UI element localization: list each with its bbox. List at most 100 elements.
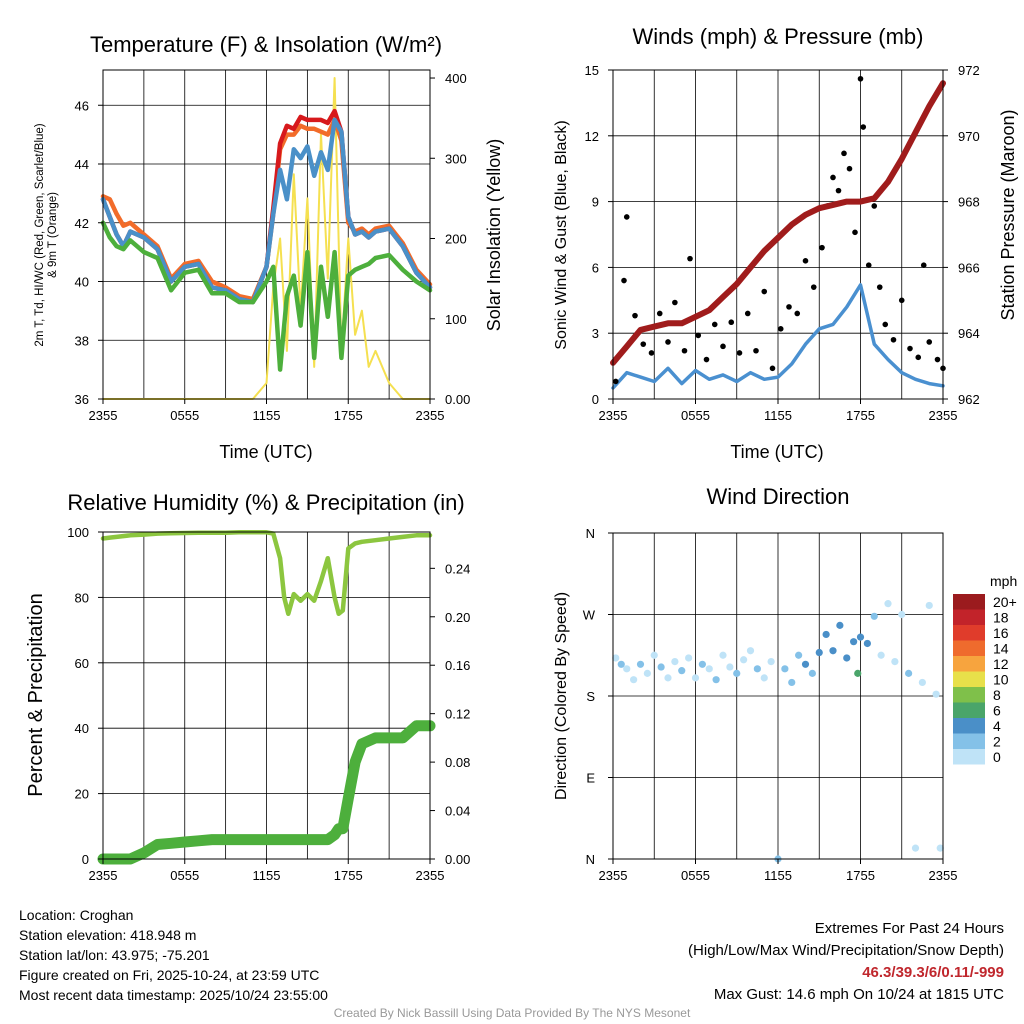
x-tick-label: 1755	[846, 868, 875, 883]
y-tick-label: 20	[75, 787, 89, 802]
legend-label: 18	[993, 609, 1009, 625]
legend-label: 6	[993, 702, 1001, 718]
y2-tick-label: 0.12	[445, 707, 470, 722]
gust-point	[711, 321, 718, 328]
humidity-ylabel-left: Percent & Precipitation	[25, 593, 47, 796]
x-tick-label: 1755	[334, 408, 363, 423]
x-tick-label: 2355	[929, 408, 958, 423]
y-tick-label: N	[586, 526, 595, 541]
wind-direction-point	[712, 676, 720, 684]
y-tick-label: 15	[585, 63, 599, 78]
gust-point	[687, 255, 693, 262]
y-tick-label: 42	[75, 216, 89, 231]
gust-point	[640, 341, 647, 347]
extremes-block: Extremes For Past 24 Hours (High/Low/Max…	[688, 918, 1004, 1006]
humidity-chart-title: Relative Humidity (%) & Precipitation (i…	[67, 490, 464, 515]
wind-direction-point	[760, 674, 768, 682]
wind-direction-ylabel: Direction (Colored By Speed)	[553, 592, 570, 800]
legend-title: mph	[990, 573, 1017, 589]
gust-point	[871, 203, 878, 209]
gust-point	[934, 356, 941, 363]
wind-ylabel-left: Sonic Wind & Gust (Blue, Black)	[553, 120, 570, 349]
wind-direction-point	[801, 660, 810, 668]
gust-point	[681, 347, 688, 354]
wind-direction-point	[705, 665, 713, 673]
x-tick-label: 1755	[334, 868, 363, 883]
x-tick-label: 0555	[170, 408, 199, 423]
gust-point	[665, 339, 671, 345]
temperature-chart: Temperature (F) & Insolation (W/m²) 2m T…	[34, 32, 504, 462]
max-gust: Max Gust: 14.6 mph On 10/24 at 1815 UTC	[713, 986, 1004, 1003]
y2-tick-label: 200	[445, 232, 467, 247]
gust-point	[846, 165, 853, 172]
wind-direction-point	[671, 657, 679, 666]
y-tick-label: 44	[75, 157, 89, 172]
wind-direction-point	[829, 647, 837, 655]
wind-direction-point	[698, 660, 706, 668]
y-tick-label: 12	[585, 129, 599, 144]
y-tick-label: 0	[82, 852, 89, 867]
gust-point	[794, 310, 801, 317]
y-tick-label: 40	[75, 275, 89, 290]
y-tick-label: 38	[75, 333, 89, 348]
gust-point	[632, 312, 638, 319]
wind-pressure-chart: Winds (mph) & Pressure (mb) Sonic Wind &…	[553, 24, 1018, 462]
temperature-ylabel-left-line1: 2m T, Td, HI/WC (Red, Green, Scarlet/Blu…	[34, 123, 46, 346]
legend-swatch	[953, 718, 985, 734]
wind-direction-point	[767, 657, 775, 666]
credit-line: Created By Nick Bassill Using Data Provi…	[333, 1006, 691, 1020]
x-tick-label: 1155	[253, 408, 281, 423]
gust-point	[819, 244, 825, 251]
gust-point	[810, 284, 817, 290]
wind-direction-point	[891, 657, 899, 666]
gust-point	[769, 365, 776, 372]
wind-xlabel: Time (UTC)	[730, 442, 823, 462]
legend-label: 14	[993, 640, 1009, 656]
legend-label: 8	[993, 687, 1001, 703]
gust-point	[672, 299, 678, 306]
y2-tick-label: 968	[958, 195, 980, 210]
precipitation-line	[97, 720, 436, 865]
wind-direction-point	[911, 844, 920, 852]
gust-point	[623, 214, 630, 220]
y-tick-label: 36	[75, 392, 89, 407]
y-tick-label: 3	[592, 326, 599, 341]
gust-point	[621, 277, 627, 284]
x-tick-label: 1155	[764, 408, 792, 423]
temperature-plot-frame	[102, 69, 431, 400]
pressure-ylabel-right: Station Pressure (Maroon)	[998, 109, 1018, 320]
x-tick-label: 0555	[170, 868, 199, 883]
gust-point	[695, 332, 702, 339]
y2-tick-label: 962	[958, 392, 980, 407]
temperature-ylabel-right: Solar Insolation (Yellow)	[484, 139, 504, 331]
gust-point	[841, 150, 847, 157]
legend-label: 2	[993, 733, 1001, 749]
sonic-wind-line	[611, 283, 945, 390]
extremes-subtitle: (High/Low/Max Wind/Precipitation/Snow De…	[688, 942, 1004, 959]
wind-direction-point	[630, 676, 638, 684]
wind-direction-point	[678, 667, 686, 675]
y2-tick-label: 972	[958, 63, 980, 78]
y2-tick-label: 970	[958, 129, 980, 144]
legend-label: 0	[993, 749, 1001, 765]
legend-swatch	[953, 671, 985, 687]
wind-direction-point	[685, 654, 693, 662]
legend-swatch	[953, 609, 985, 625]
gust-point	[753, 347, 759, 354]
station-location: Location: Croghan	[19, 907, 134, 923]
wind-direction-point	[843, 654, 851, 662]
wind-direction-point	[898, 610, 906, 619]
heat-index-line	[100, 117, 433, 305]
gust-point	[744, 310, 751, 317]
wind-direction-point	[753, 665, 761, 673]
y2-tick-label: 966	[958, 260, 980, 275]
wind-direction-point	[884, 600, 892, 608]
wind-pressure-chart-title: Winds (mph) & Pressure (mb)	[633, 24, 924, 49]
gust-point	[890, 336, 897, 343]
x-tick-label: 2355	[416, 408, 445, 423]
y2-tick-label: 400	[445, 71, 467, 86]
y2-tick-label: 964	[958, 326, 980, 341]
station-info: Location: Croghan Station elevation: 418…	[19, 905, 328, 1005]
gust-point	[612, 378, 619, 385]
